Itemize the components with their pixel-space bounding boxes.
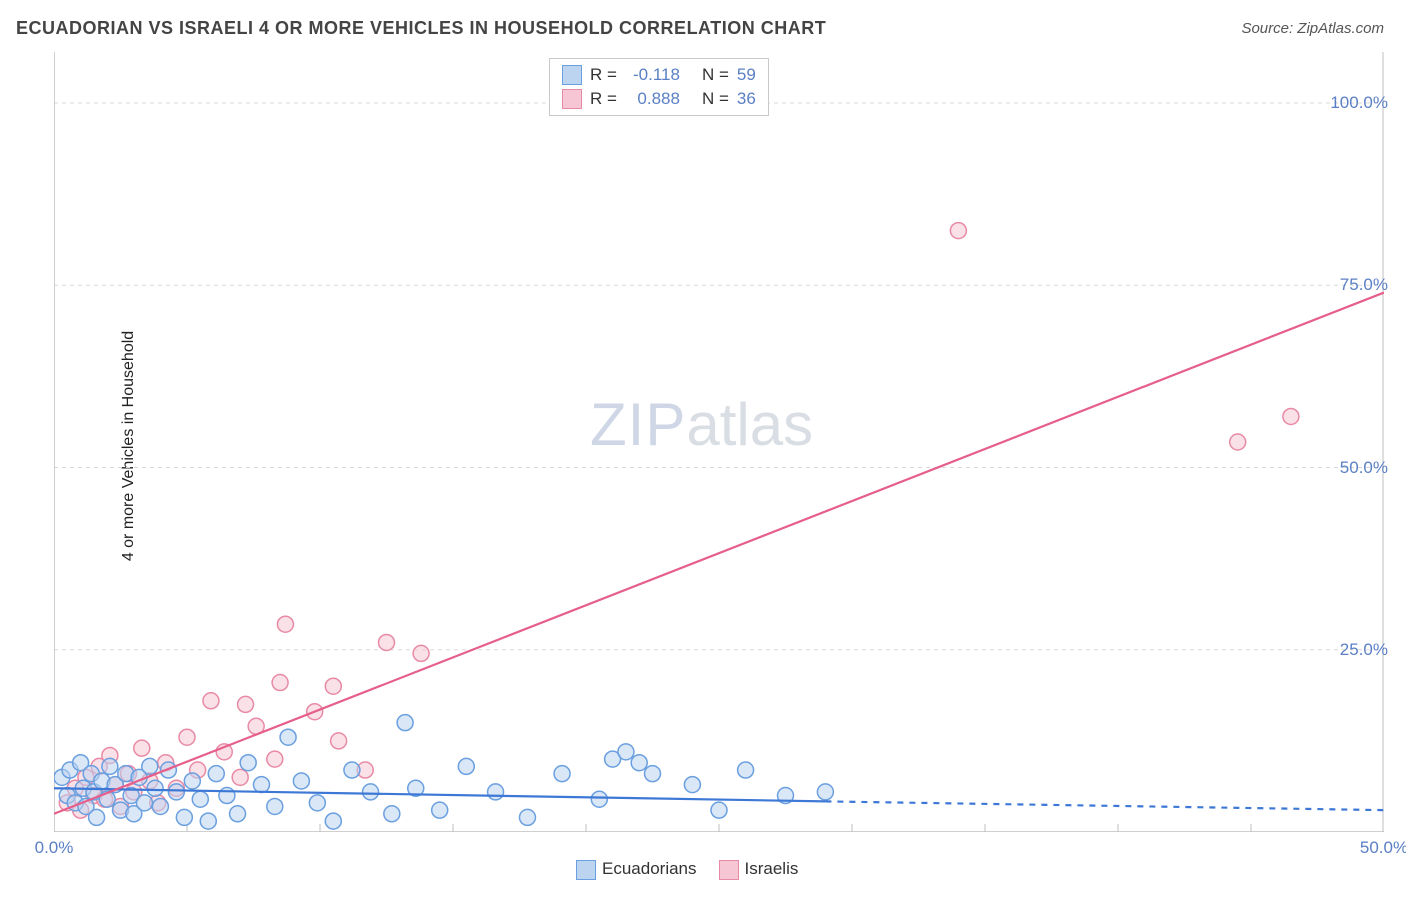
n-value: 36 [737, 89, 756, 109]
data-point [200, 813, 216, 829]
data-point [136, 795, 152, 811]
data-point [711, 802, 727, 818]
data-point [277, 616, 293, 632]
legend-swatch [576, 860, 596, 880]
scatter-plot [54, 52, 1384, 832]
data-point [631, 755, 647, 771]
r-value: 0.888 [625, 89, 680, 109]
data-point [230, 806, 246, 822]
legend-swatch [562, 89, 582, 109]
data-point [238, 696, 254, 712]
x-tick-label: 0.0% [35, 838, 74, 920]
data-point [458, 758, 474, 774]
data-point [817, 784, 833, 800]
data-point [176, 809, 192, 825]
data-point [253, 777, 269, 793]
trend-line-ecuadorians-extrapolated [825, 801, 1384, 810]
series-legend: Ecuadorians Israelis [576, 859, 798, 880]
y-tick-label: 50.0% [1340, 458, 1388, 478]
r-label: R = [590, 65, 617, 85]
y-tick-label: 75.0% [1340, 275, 1388, 295]
legend-row: R = 0.888 N = 36 [562, 87, 756, 111]
data-point [89, 809, 105, 825]
r-value: -0.118 [625, 65, 680, 85]
data-point [168, 784, 184, 800]
source-label: Source: ZipAtlas.com [1241, 20, 1384, 37]
n-value: 59 [737, 65, 756, 85]
data-point [950, 223, 966, 239]
legend-item: Ecuadorians [576, 859, 697, 880]
data-point [325, 813, 341, 829]
data-point [102, 758, 118, 774]
r-label: R = [590, 89, 617, 109]
correlation-legend: R = -0.118 N = 59 R = 0.888 N = 36 [549, 58, 769, 116]
data-point [208, 766, 224, 782]
data-point [684, 777, 700, 793]
data-point [331, 733, 347, 749]
data-point [1283, 408, 1299, 424]
data-point [184, 773, 200, 789]
data-point [413, 645, 429, 661]
legend-swatch [719, 860, 739, 880]
data-point [267, 751, 283, 767]
data-point [379, 634, 395, 650]
data-point [1230, 434, 1246, 450]
data-point [192, 791, 208, 807]
data-point [219, 788, 235, 804]
data-point [519, 809, 535, 825]
data-point [142, 758, 158, 774]
x-tick-label: 50.0% [1360, 838, 1406, 920]
data-point [397, 715, 413, 731]
chart-title: ECUADORIAN VS ISRAELI 4 OR MORE VEHICLES… [16, 18, 826, 39]
data-point [272, 675, 288, 691]
data-point [325, 678, 341, 694]
data-point [344, 762, 360, 778]
data-point [738, 762, 754, 778]
data-point [293, 773, 309, 789]
n-label: N = [702, 65, 729, 85]
y-tick-label: 100.0% [1330, 93, 1388, 113]
data-point [645, 766, 661, 782]
data-point [363, 784, 379, 800]
legend-swatch [562, 65, 582, 85]
data-point [147, 780, 163, 796]
trend-line-israelis [54, 293, 1384, 814]
data-point [152, 798, 168, 814]
n-label: N = [702, 89, 729, 109]
data-point [179, 729, 195, 745]
data-point [203, 693, 219, 709]
data-point [488, 784, 504, 800]
data-point [591, 791, 607, 807]
data-point [432, 802, 448, 818]
data-point [618, 744, 634, 760]
data-point [232, 769, 248, 785]
legend-item: Israelis [719, 859, 799, 880]
data-point [280, 729, 296, 745]
y-tick-label: 25.0% [1340, 640, 1388, 660]
data-point [267, 798, 283, 814]
data-point [134, 740, 150, 756]
legend-label: Israelis [745, 859, 799, 878]
legend-label: Ecuadorians [602, 859, 697, 878]
data-point [384, 806, 400, 822]
data-point [240, 755, 256, 771]
legend-row: R = -0.118 N = 59 [562, 63, 756, 87]
data-point [309, 795, 325, 811]
data-point [554, 766, 570, 782]
